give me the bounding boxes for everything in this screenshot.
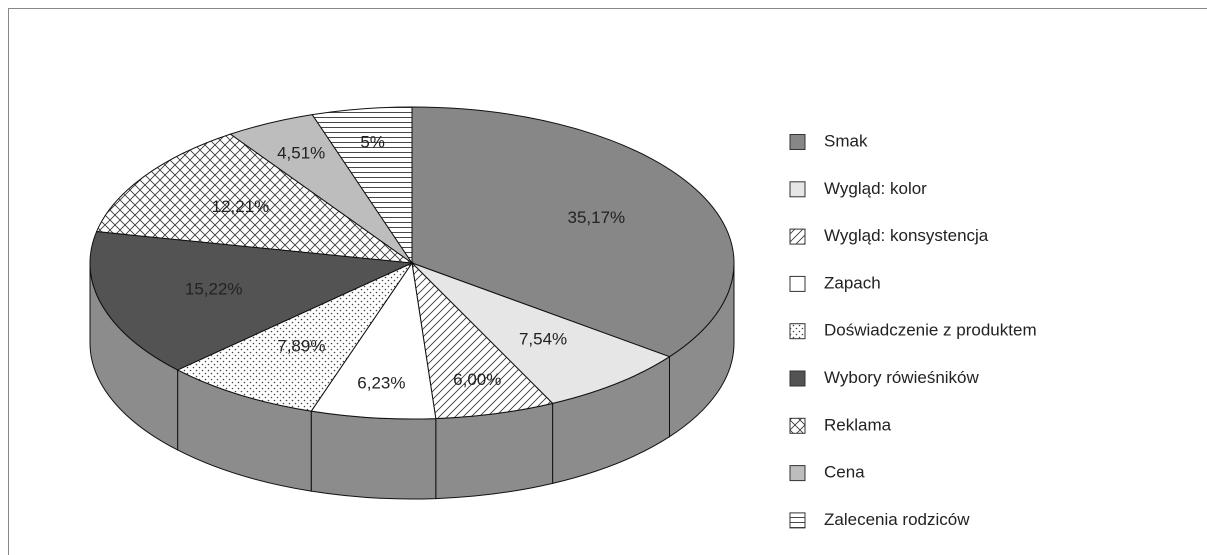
data-label: 15,22% bbox=[185, 280, 243, 299]
legend-label: Cena bbox=[824, 463, 865, 482]
pie-slice bbox=[411, 261, 554, 420]
pie-slice-side bbox=[310, 410, 437, 500]
legend-label: Wybory rówieśników bbox=[824, 368, 979, 387]
pie-slice bbox=[411, 262, 671, 404]
legend-swatch bbox=[789, 370, 806, 387]
legend-swatch bbox=[789, 134, 806, 150]
data-label: 7,54% bbox=[519, 330, 567, 349]
pie-slice bbox=[311, 106, 413, 265]
legend-label: Doświadczenie z produktem bbox=[824, 321, 1037, 340]
legend-swatch bbox=[789, 465, 806, 482]
data-label: 7,89% bbox=[277, 337, 325, 356]
frame bbox=[8, 8, 1207, 555]
legend-swatch bbox=[789, 323, 806, 340]
legend-swatch bbox=[789, 181, 806, 198]
legend-label: Zapach bbox=[824, 273, 881, 292]
legend-swatch bbox=[789, 275, 806, 292]
legend-label: Zalecenia rodziców bbox=[824, 510, 970, 529]
data-label: 12,21% bbox=[212, 197, 270, 216]
data-label: 35,17% bbox=[568, 208, 626, 227]
legend-label: Reklama bbox=[824, 415, 892, 434]
legend-swatch bbox=[789, 417, 806, 434]
pie-slice bbox=[411, 106, 735, 358]
pie-slice bbox=[89, 231, 414, 371]
legend-swatch bbox=[789, 512, 806, 529]
legend-swatch bbox=[789, 228, 806, 245]
legend-label: Wygląd: kolor bbox=[824, 179, 927, 198]
data-label: 4,51% bbox=[277, 143, 325, 162]
legend-label: Smak bbox=[824, 131, 868, 150]
pie-slice bbox=[176, 261, 414, 412]
legend-label: Wygląd: konsystencja bbox=[824, 226, 989, 245]
data-label: 6,00% bbox=[453, 370, 501, 389]
data-label: 6,23% bbox=[357, 373, 405, 392]
pie-slice bbox=[95, 133, 414, 264]
data-label: 5% bbox=[360, 132, 385, 151]
pie-slice bbox=[310, 261, 437, 420]
